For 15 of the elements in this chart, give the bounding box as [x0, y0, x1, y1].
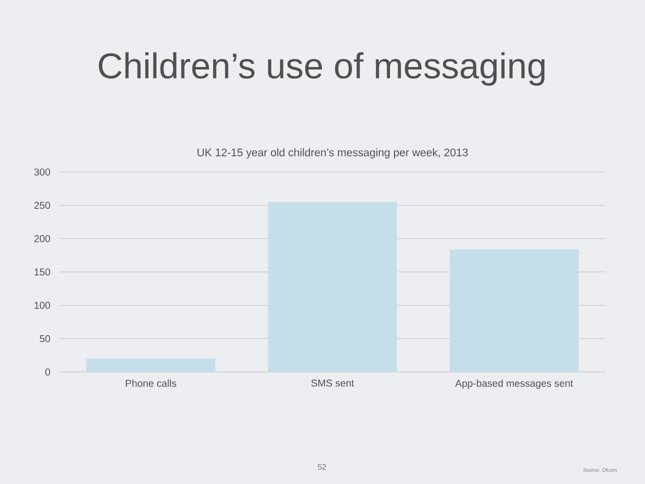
y-tick-label: 250 — [34, 202, 50, 209]
y-tick-label: 50 — [40, 335, 50, 342]
y-tick-label: 300 — [34, 168, 50, 176]
x-tick-label: App-based messages sent — [455, 380, 574, 389]
bar — [86, 358, 216, 372]
y-tick-label: 150 — [34, 268, 50, 276]
chart-subtitle: UK 12-15 year old children’s messaging per week, 2013 — [198, 148, 468, 158]
bar — [268, 202, 397, 372]
y-tick-label: 100 — [34, 302, 50, 309]
y-tick-label: 200 — [34, 235, 50, 242]
chart-title: Children’s use of messaging — [98, 52, 545, 86]
x-tick-label: Phone calls — [126, 380, 176, 387]
bar — [450, 249, 579, 372]
y-tick-label: 0 — [45, 368, 50, 376]
x-tick-label: SMS sent — [311, 380, 354, 387]
